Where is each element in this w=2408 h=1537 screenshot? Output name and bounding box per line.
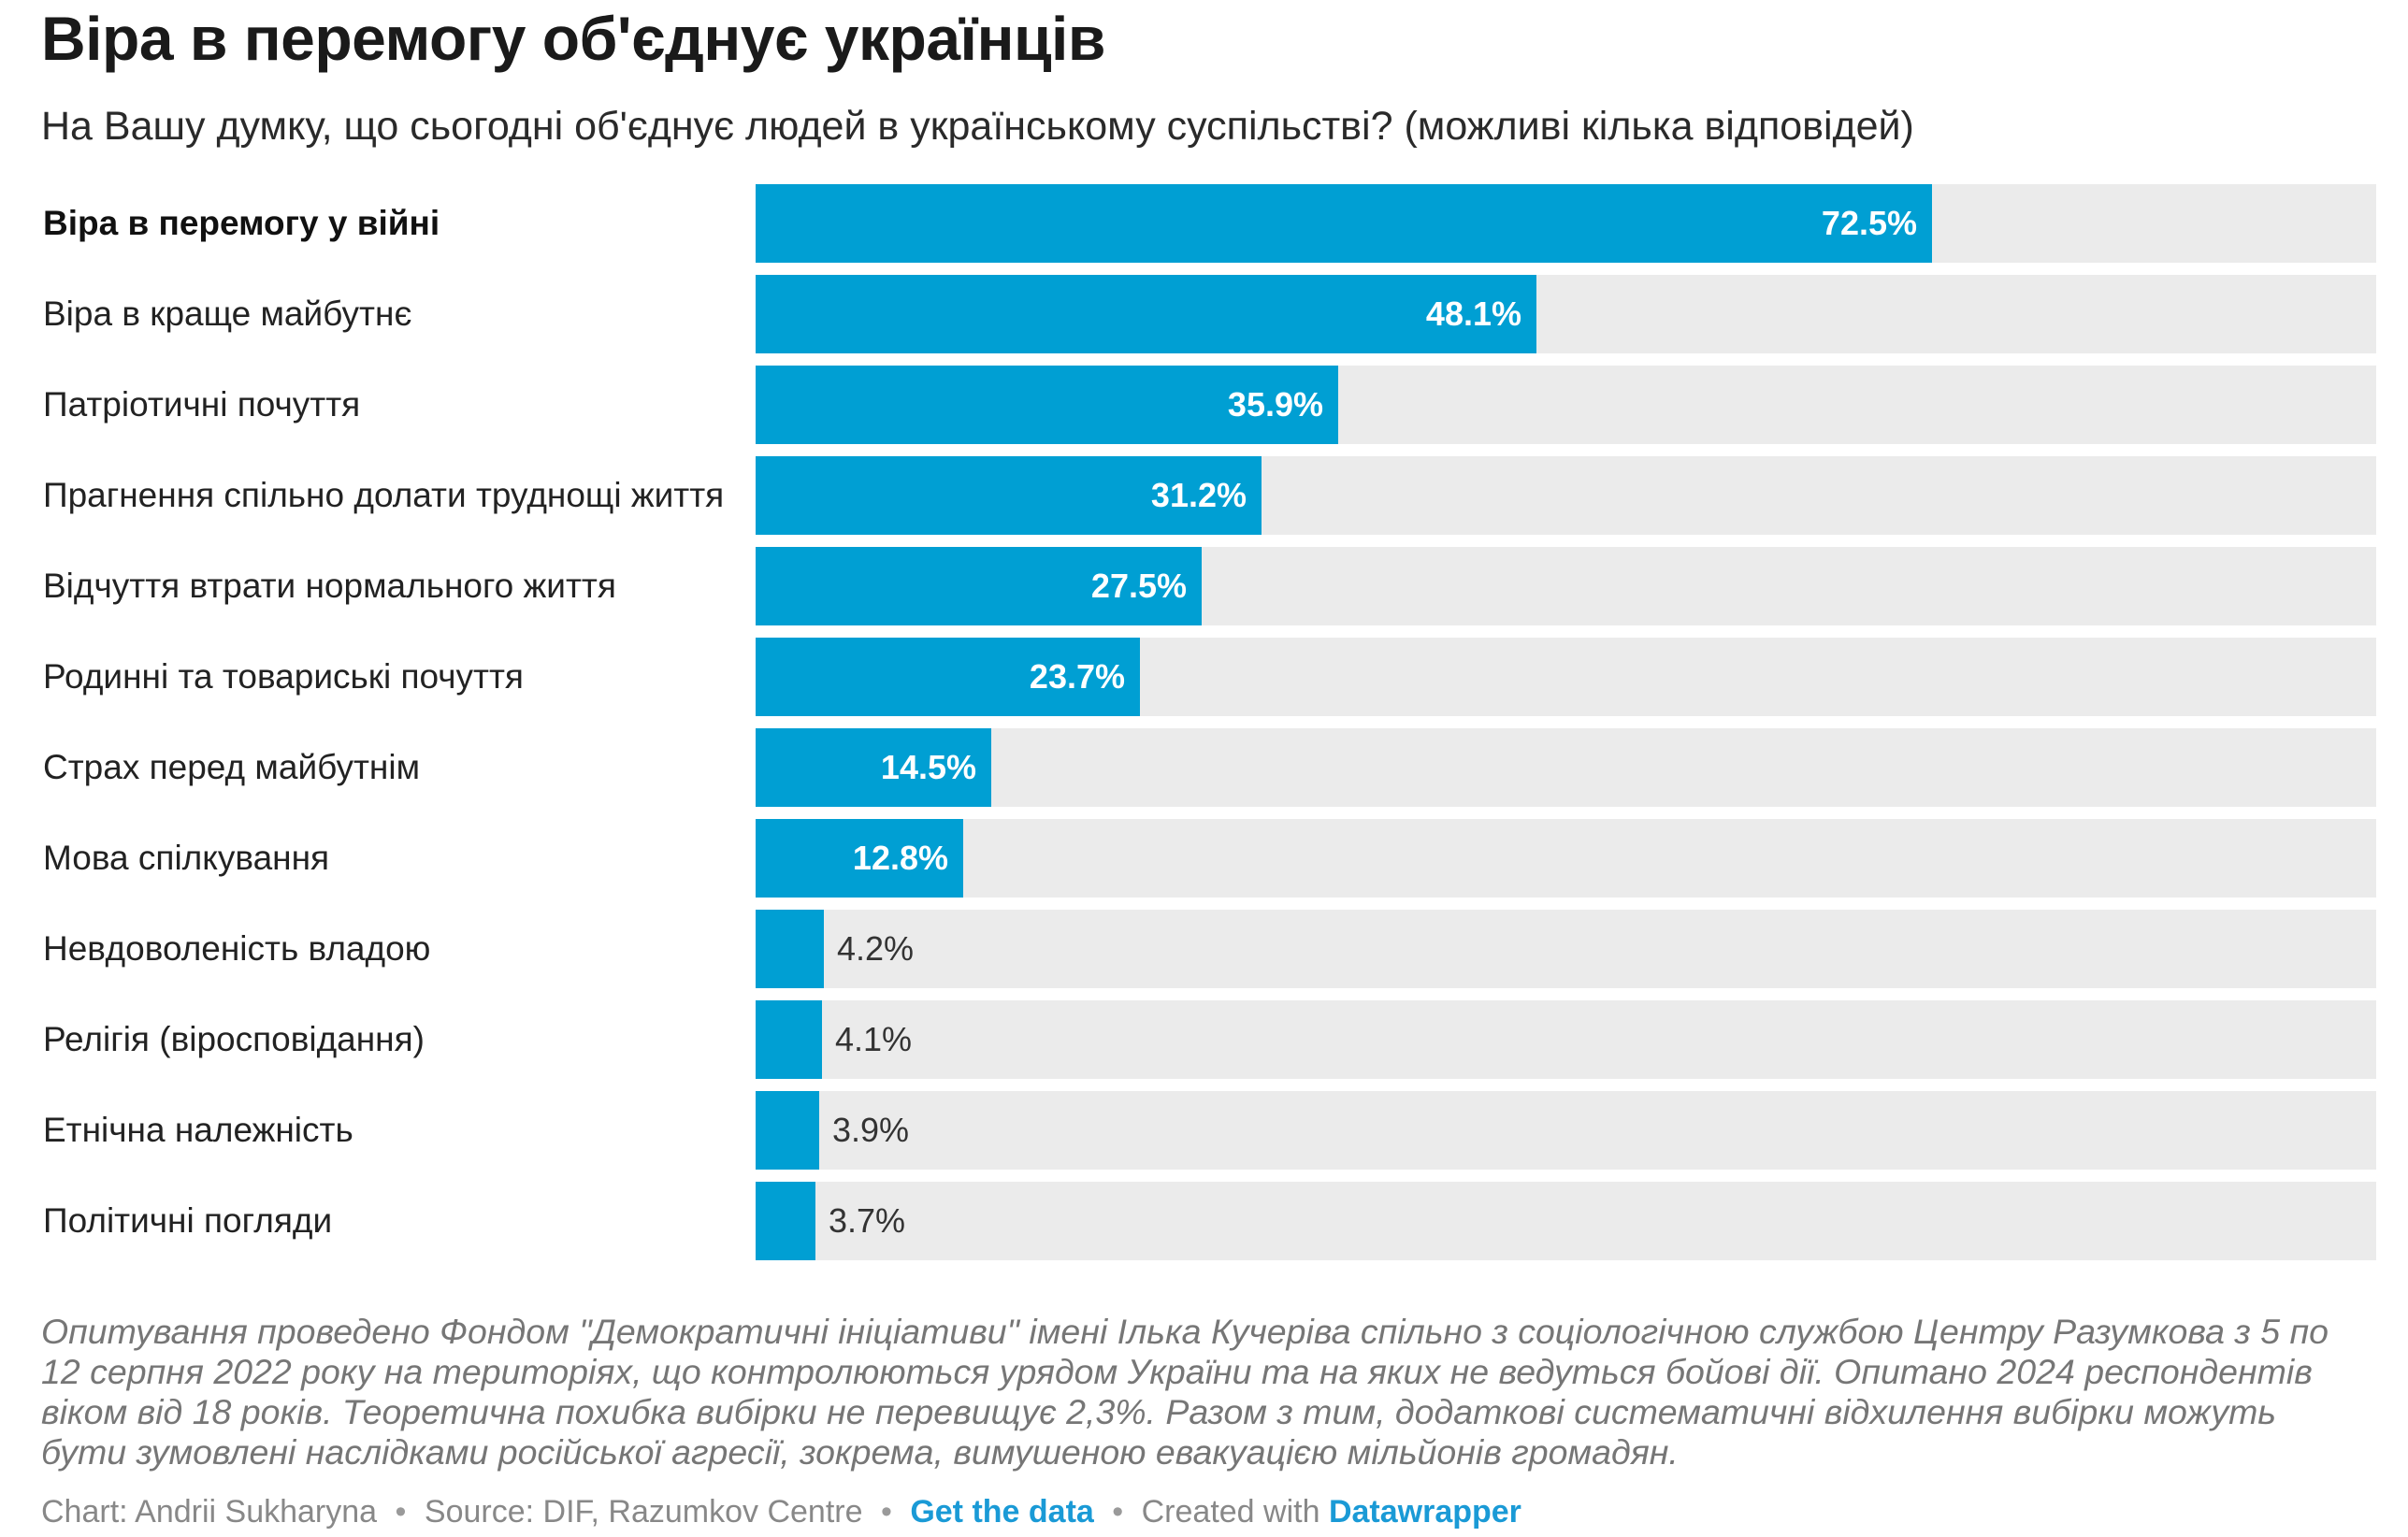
bar xyxy=(756,1091,819,1170)
chart-credit: Chart: Andrii Sukharyna xyxy=(41,1494,378,1530)
category-label: Відчуття втрати нормального життя xyxy=(43,567,616,605)
bar xyxy=(756,1000,822,1079)
category-label: Страх перед майбутнім xyxy=(43,748,421,786)
datawrapper-link[interactable]: Datawrapper xyxy=(1328,1494,1521,1530)
value-label: 72.5% xyxy=(1821,204,1917,242)
bar xyxy=(756,1182,815,1260)
category-label: Мова спілкування xyxy=(43,839,330,877)
value-label: 48.1% xyxy=(1425,294,1521,333)
category-label: Прагнення спільно долати труднощі життя xyxy=(43,476,725,514)
category-label: Віра в перемогу у війні xyxy=(43,204,440,242)
footer-separator: • xyxy=(880,1494,892,1530)
value-label: 31.2% xyxy=(1150,476,1247,514)
value-label: 23.7% xyxy=(1029,657,1125,696)
value-label: 3.9% xyxy=(832,1111,910,1149)
category-label: Невдоволеність владою xyxy=(43,929,431,968)
chart-title: Віра в перемогу об'єднує українців xyxy=(41,4,1105,73)
category-label: Політичні погляди xyxy=(43,1201,333,1240)
bar xyxy=(756,366,1338,444)
category-label: Релігія (віросповідання) xyxy=(43,1020,425,1058)
category-label: Віра в краще майбутнє xyxy=(43,294,412,333)
category-label: Патріотичні почуття xyxy=(43,385,361,424)
value-label: 3.7% xyxy=(829,1201,906,1240)
value-label: 4.2% xyxy=(837,929,915,968)
chart-footer: Chart: Andrii Sukharyna • Source: DIF, R… xyxy=(41,1491,1521,1532)
chart-subtitle: На Вашу думку, що сьогодні об'єднує люде… xyxy=(41,104,1914,149)
value-label: 14.5% xyxy=(880,748,976,786)
value-label: 4.1% xyxy=(835,1020,913,1058)
bar-track: 12.8% xyxy=(756,819,2376,898)
bar-track: 72.5% xyxy=(756,184,2376,263)
bar-track: 4.1% xyxy=(756,1000,2376,1079)
bar xyxy=(756,638,1140,716)
value-label: 35.9% xyxy=(1227,385,1323,424)
bar-track: 3.7% xyxy=(756,1182,2376,1260)
bar-track: 31.2% xyxy=(756,456,2376,535)
value-label: 12.8% xyxy=(852,839,948,877)
footer-separator: • xyxy=(395,1494,407,1530)
bar-track: 35.9% xyxy=(756,366,2376,444)
source-text: Source: DIF, Razumkov Centre xyxy=(424,1494,863,1530)
get-the-data-link[interactable]: Get the data xyxy=(910,1494,1094,1530)
bar-track: 4.2% xyxy=(756,910,2376,988)
created-with-text: Created with xyxy=(1141,1494,1320,1530)
value-label: 27.5% xyxy=(1090,567,1187,605)
bar-track: 23.7% xyxy=(756,638,2376,716)
bar xyxy=(756,547,1202,625)
bar xyxy=(756,819,963,898)
methodology-notes: Опитування проведено Фондом "Демократичн… xyxy=(41,1312,2329,1472)
bar-track: 14.5% xyxy=(756,728,2376,807)
bar-track: 3.9% xyxy=(756,1091,2376,1170)
bar-track: 48.1% xyxy=(756,275,2376,353)
footer-separator: • xyxy=(1112,1494,1124,1530)
bar xyxy=(756,910,824,988)
category-label: Етнічна належність xyxy=(43,1111,353,1149)
category-label: Родинні та товариські почуття xyxy=(43,657,524,696)
bar xyxy=(756,456,1262,535)
bar xyxy=(756,275,1536,353)
bar xyxy=(756,728,991,807)
bar-track: 27.5% xyxy=(756,547,2376,625)
bar xyxy=(756,184,1932,263)
